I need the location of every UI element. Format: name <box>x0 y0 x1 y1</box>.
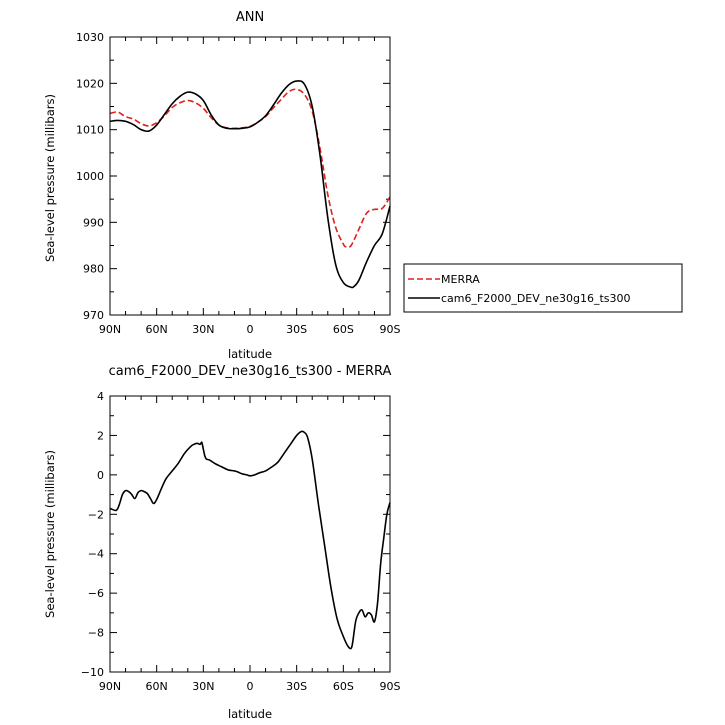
x-tick-label: 90S <box>380 323 401 336</box>
x-tick-label: 60S <box>333 323 354 336</box>
y-tick-label: 2 <box>97 429 104 442</box>
series-line-cam6-f2000-dev-ne30g16-ts300 <box>109 80 391 289</box>
x-tick-label: 30N <box>192 680 214 693</box>
x-tick-label: 60N <box>146 323 168 336</box>
x-tick-label: 90S <box>380 680 401 693</box>
legend-label-merra: MERRA <box>441 273 480 286</box>
x-tick-label: 0 <box>247 323 254 336</box>
y-tick-label: 980 <box>83 263 104 276</box>
x-tick-label: 60N <box>146 680 168 693</box>
bottom-series-lines <box>109 430 391 650</box>
x-tick-label: 90N <box>99 680 121 693</box>
top-chart-title: ANN <box>236 10 264 25</box>
y-tick-label: 1000 <box>76 170 104 183</box>
top-y-axis-label: Sea-level pressure (millibars) <box>43 94 57 262</box>
x-tick-label: 90N <box>99 323 121 336</box>
y-tick-label: 1010 <box>76 124 104 137</box>
legend-box <box>403 263 683 313</box>
x-tick-label: 30N <box>192 323 214 336</box>
y-tick-label: −6 <box>88 587 104 600</box>
x-tick-label: 30S <box>286 680 307 693</box>
y-tick-label: 1030 <box>76 31 104 44</box>
bottom-chart-title: cam6_F2000_DEV_ne30g16_ts300 - MERRA <box>109 364 392 379</box>
y-tick-label: 1020 <box>76 77 104 90</box>
bottom-x-axis-label: latitude <box>228 707 272 721</box>
top-plot-frame <box>109 36 391 316</box>
x-tick-label: 0 <box>247 680 254 693</box>
y-tick-label: −2 <box>88 508 104 521</box>
y-tick-label: 990 <box>83 216 104 229</box>
top-axis-ticks: 90N 60N 30N 0 30S 60S 90S 970 980 990 1000 1010 1020… <box>76 31 401 336</box>
x-tick-label: 60S <box>333 680 354 693</box>
top-series-lines <box>109 80 391 289</box>
series-line-difference <box>109 430 391 650</box>
y-tick-label: −8 <box>88 627 104 640</box>
y-tick-label: 970 <box>83 309 104 322</box>
y-tick-label: 4 <box>97 390 104 403</box>
top-chart: ANN Sea-level pressure (millibars) latit… <box>43 10 401 361</box>
legend: MERRA cam6_F2000_DEV_ne30g16_ts300 <box>403 263 683 313</box>
x-tick-label: 30S <box>286 323 307 336</box>
y-tick-label: 0 <box>97 469 104 482</box>
bottom-chart: cam6_F2000_DEV_ne30g16_ts300 - MERRA Sea… <box>43 364 401 721</box>
top-x-axis-label: latitude <box>228 347 272 361</box>
y-tick-label: −4 <box>88 548 104 561</box>
bottom-y-axis-label: Sea-level pressure (millibars) <box>43 450 57 618</box>
series-line-merra <box>109 88 391 249</box>
bottom-axis-ticks: 90N 60N 30N 0 30S 60S 90S −10 −8 −6 −4 −2 0 2 4 <box>81 390 401 693</box>
y-tick-label: −10 <box>81 666 104 679</box>
legend-label-cam6: cam6_F2000_DEV_ne30g16_ts300 <box>441 292 631 305</box>
bottom-plot-frame <box>109 395 391 673</box>
